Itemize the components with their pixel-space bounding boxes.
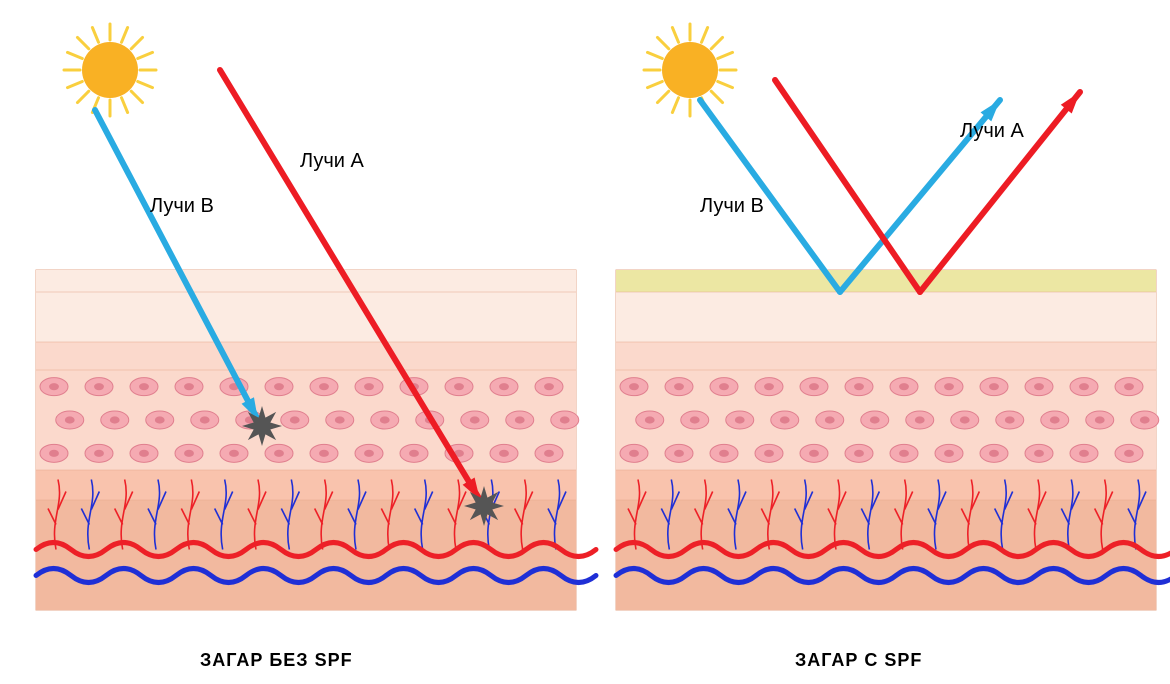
diagram-svg — [0, 0, 1170, 684]
skin-layer — [36, 292, 576, 342]
label-right-a: Лучи A — [960, 120, 1024, 143]
skin-layer — [616, 292, 1156, 342]
skin-block — [36, 270, 596, 610]
skin-layer — [616, 470, 1156, 500]
impact-burst — [242, 406, 282, 446]
skin-layer — [36, 270, 576, 292]
impact-burst — [464, 486, 504, 526]
label-left-b: Лучи B — [150, 195, 214, 218]
sun-icon — [644, 24, 736, 116]
caption-left: ЗАГАР БЕЗ SPF — [200, 650, 353, 671]
label-right-b: Лучи B — [700, 195, 764, 218]
label-left-a: Лучи A — [300, 150, 364, 173]
skin-block — [616, 270, 1170, 610]
sun-icon — [64, 24, 156, 116]
skin-layer — [36, 342, 576, 370]
skin-layer — [616, 270, 1156, 292]
diagram-stage: ЗАГАР БЕЗ SPF ЗАГАР С SPF Лучи B Лучи A … — [0, 0, 1170, 684]
caption-right: ЗАГАР С SPF — [795, 650, 922, 671]
ray-a-right-in — [775, 80, 920, 292]
skin-layer — [616, 342, 1156, 370]
